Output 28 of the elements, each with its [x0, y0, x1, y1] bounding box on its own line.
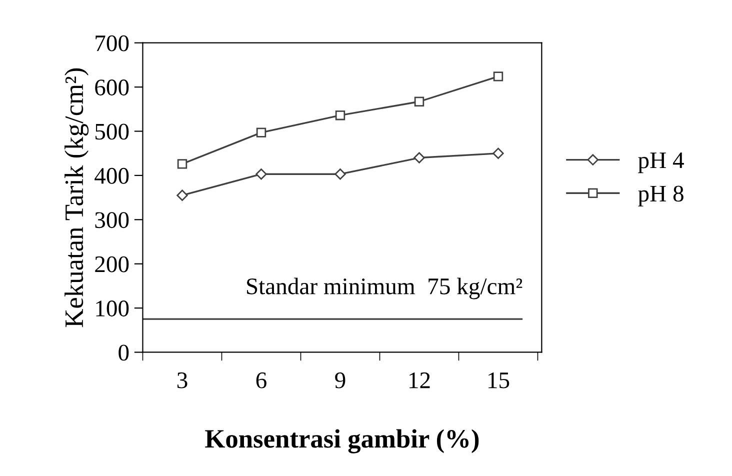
- legend-label: pH 4: [638, 152, 684, 174]
- point: [414, 152, 425, 164]
- x-tick-label: 12: [410, 372, 430, 388]
- y-tick-label: 400: [94, 168, 129, 184]
- y-tick-label: 600: [95, 80, 129, 96]
- x-tick-label: 9: [335, 372, 346, 388]
- y-axis-title: Kekuatan Tarik (kg/cm²): [64, 68, 89, 328]
- x-axis-title: Konsentrasi gambir (%): [205, 429, 479, 454]
- point: [414, 96, 424, 106]
- point: [334, 168, 346, 180]
- point: [256, 128, 266, 138]
- point: [492, 148, 504, 159]
- point: [335, 110, 346, 120]
- y-tick-label: 200: [95, 256, 129, 272]
- ref-line-label: Standar minimum 75 kg/cm²: [247, 278, 522, 300]
- y-tick-label: 300: [95, 212, 129, 228]
- y-tick-label: 500: [96, 124, 129, 140]
- point: [493, 72, 504, 82]
- point: [176, 190, 188, 201]
- x-tick-label: 6: [256, 372, 266, 388]
- point: [177, 159, 188, 169]
- y-tick-label: 0: [118, 344, 129, 361]
- point: [256, 168, 267, 180]
- x-tick-label: 15: [488, 372, 510, 388]
- x-tick-label: 3: [177, 372, 188, 388]
- y-tick-label: 100: [96, 300, 129, 316]
- y-tick-label: 700: [96, 35, 129, 52]
- legend-label: pH 8: [638, 186, 684, 206]
